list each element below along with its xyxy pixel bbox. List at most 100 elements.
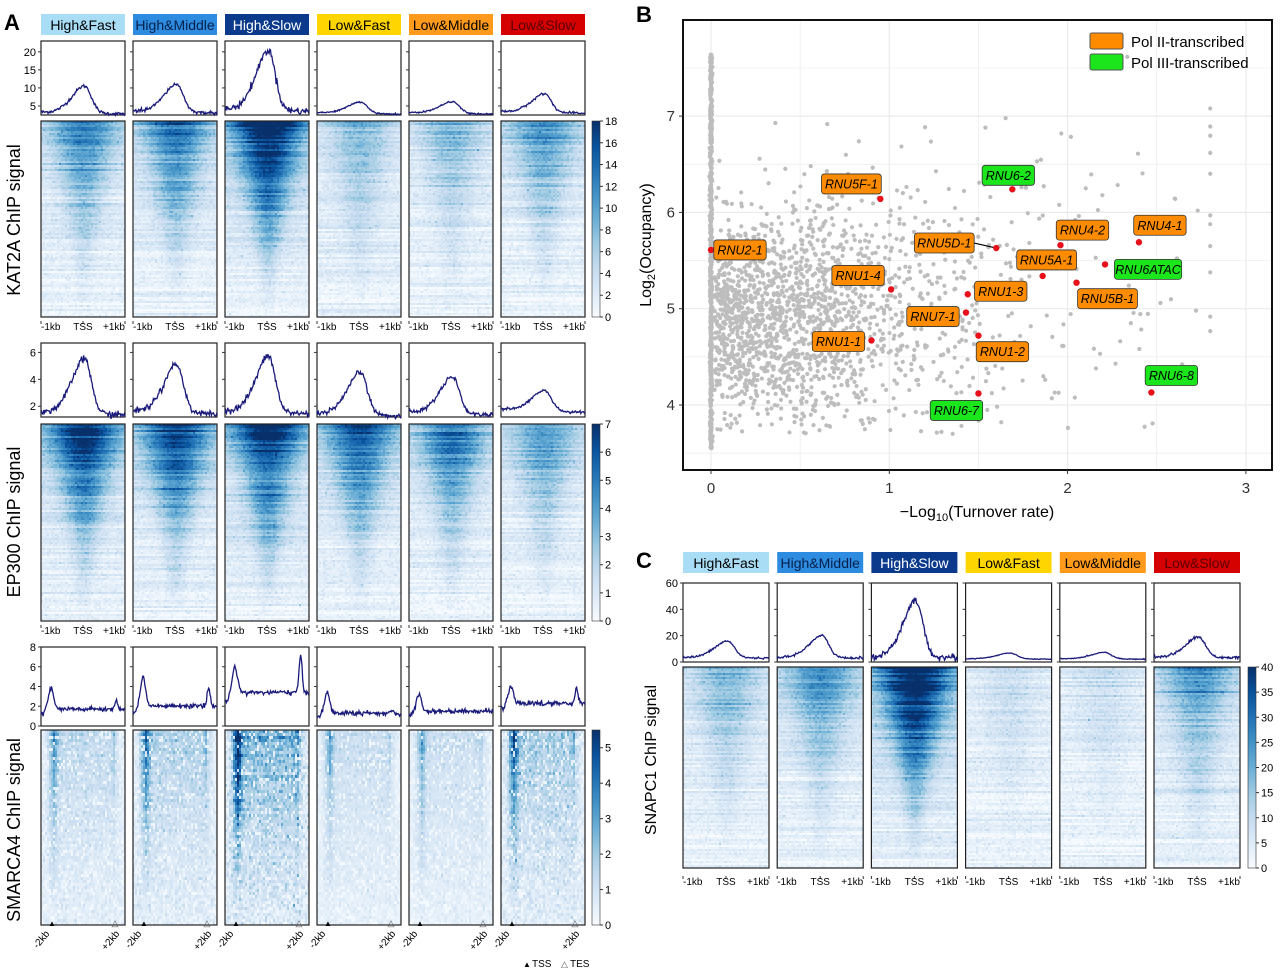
scatter-point bbox=[867, 326, 872, 331]
scatter-point bbox=[760, 318, 766, 323]
scatter-point bbox=[765, 391, 770, 397]
scatter-point bbox=[953, 286, 958, 291]
x-tick-label: -1kb bbox=[1060, 877, 1080, 888]
x-tick-label: -1kb bbox=[41, 626, 61, 637]
scatter-point bbox=[899, 310, 904, 315]
scatter-point bbox=[741, 364, 746, 370]
scatter-point bbox=[795, 371, 801, 376]
heatmap-frame bbox=[408, 423, 494, 622]
scatter-point bbox=[787, 270, 792, 275]
x-tick-label: +2kb bbox=[100, 929, 123, 953]
scatter-point bbox=[737, 314, 742, 319]
scatter-point bbox=[775, 284, 781, 289]
scatter-point bbox=[709, 433, 714, 438]
scatter-point bbox=[858, 372, 863, 377]
scatter-point bbox=[790, 221, 795, 226]
scatter-point bbox=[923, 125, 928, 130]
scatter-point bbox=[789, 316, 794, 321]
y-tick-label: 5 bbox=[667, 301, 675, 318]
highlighted-point bbox=[962, 309, 970, 316]
scatter-point bbox=[931, 262, 936, 267]
profile-line bbox=[1059, 651, 1146, 661]
highlighted-point bbox=[975, 390, 982, 397]
scatter-point bbox=[793, 363, 798, 368]
scatter-point bbox=[1208, 150, 1213, 155]
scatter-point bbox=[772, 316, 778, 321]
scatter-point bbox=[708, 160, 713, 165]
scatter-point bbox=[750, 364, 755, 369]
scatter-point bbox=[708, 351, 713, 356]
scatter-point bbox=[780, 310, 785, 315]
scatter-point bbox=[762, 353, 767, 358]
scatter-point bbox=[778, 416, 783, 421]
profile-frame bbox=[408, 646, 494, 727]
x-tick-label: -2kb bbox=[123, 929, 144, 951]
scatter-point bbox=[1076, 214, 1081, 219]
scatter-point bbox=[789, 264, 794, 269]
scatter-point bbox=[779, 240, 784, 245]
gene-label-box bbox=[1016, 249, 1077, 271]
scatter-point bbox=[782, 294, 787, 299]
scatter-point bbox=[739, 346, 744, 352]
scatter-point bbox=[1083, 186, 1088, 191]
scatter-point bbox=[709, 84, 714, 89]
colorbar-tick-label: 14 bbox=[605, 160, 617, 172]
scatter-point bbox=[815, 369, 820, 374]
scatter-point bbox=[718, 334, 723, 340]
gene-label-box bbox=[1144, 365, 1199, 386]
scatter-point bbox=[748, 282, 753, 288]
gene-label-box bbox=[906, 306, 960, 327]
heatmap-frame bbox=[224, 120, 310, 318]
heatmap-frame bbox=[316, 423, 402, 622]
scatter-point bbox=[740, 429, 745, 434]
scatter-point bbox=[811, 246, 816, 251]
scatter-point bbox=[708, 226, 713, 231]
scatter-point bbox=[834, 316, 839, 321]
scatter-point bbox=[709, 89, 714, 94]
x-tick-label: -2kb bbox=[307, 929, 328, 951]
scatter-point bbox=[787, 430, 792, 435]
scatter-point bbox=[725, 316, 730, 322]
scatter-point bbox=[897, 217, 902, 222]
profile-line bbox=[132, 675, 218, 715]
scatter-point bbox=[708, 109, 713, 114]
scatter-point bbox=[717, 330, 722, 335]
tss-legend-label: TSS bbox=[532, 959, 552, 968]
scatter-point bbox=[857, 239, 863, 244]
scatter-point bbox=[722, 308, 727, 313]
scatter-point bbox=[817, 268, 822, 274]
scatter-point bbox=[821, 374, 826, 379]
scatter-point bbox=[747, 263, 752, 269]
scatter-point bbox=[826, 251, 831, 256]
scatter-point bbox=[916, 382, 921, 387]
group-header-label: High&Slow bbox=[233, 17, 302, 33]
scatter-point bbox=[1208, 133, 1213, 138]
scatter-point bbox=[954, 276, 960, 281]
scatter-point bbox=[737, 283, 742, 289]
x-tick-label: TSS bbox=[999, 877, 1019, 888]
scatter-point bbox=[764, 301, 769, 306]
scatter-point bbox=[856, 252, 861, 257]
scatter-point bbox=[769, 406, 774, 411]
scatter-point bbox=[717, 367, 722, 372]
scatter-point bbox=[983, 379, 989, 384]
scatter-point bbox=[1089, 172, 1094, 177]
colorbar-tick-label: 6 bbox=[605, 247, 611, 259]
scatter-point bbox=[894, 236, 899, 242]
scatter-point bbox=[818, 317, 823, 322]
scatter-point bbox=[905, 344, 910, 349]
scatter-point bbox=[795, 367, 800, 372]
scatter-point bbox=[844, 325, 849, 331]
x-tick-label: +2kb bbox=[284, 929, 307, 953]
scatter-point bbox=[848, 325, 854, 330]
scatter-point bbox=[722, 410, 727, 416]
scatter-point bbox=[856, 139, 861, 144]
profile-line bbox=[408, 100, 494, 116]
scatter-point bbox=[800, 310, 805, 316]
scatter-point bbox=[789, 255, 795, 260]
scatter-point bbox=[709, 356, 714, 361]
scatter-point bbox=[763, 327, 768, 332]
scatter-point bbox=[800, 366, 805, 372]
scatter-point bbox=[820, 358, 825, 363]
scatter-point bbox=[975, 313, 981, 318]
